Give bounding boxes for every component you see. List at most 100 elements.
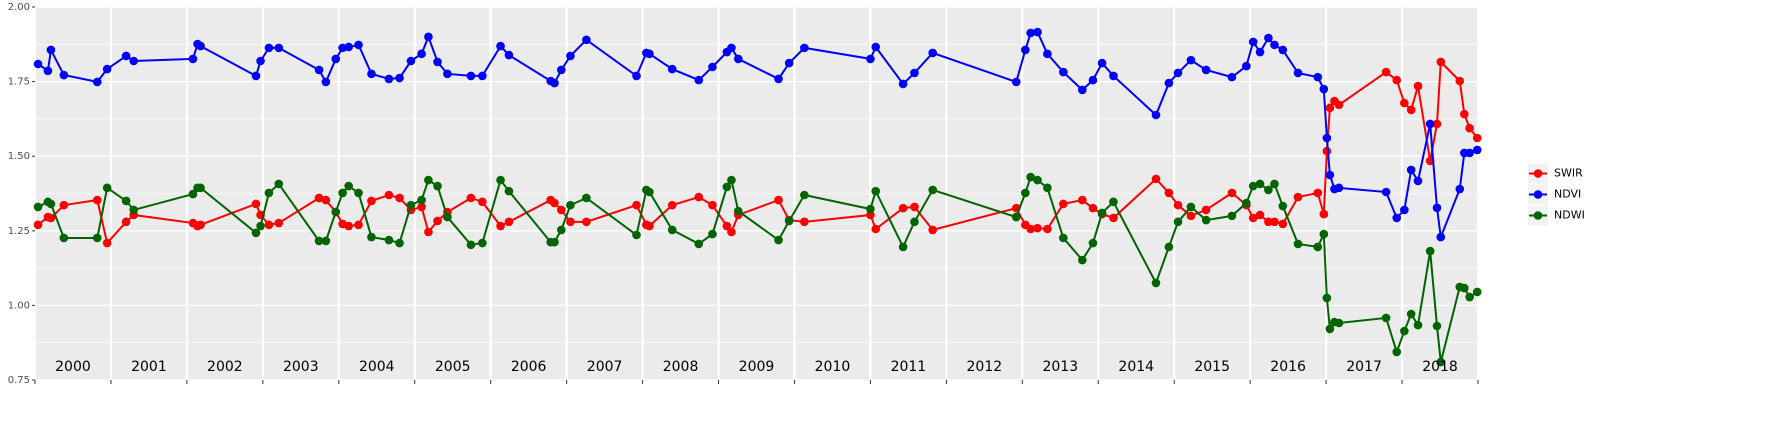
data-point xyxy=(1319,209,1329,219)
data-point xyxy=(1043,49,1052,59)
data-point xyxy=(1472,145,1482,155)
data-point xyxy=(504,186,514,196)
data-point xyxy=(274,218,284,228)
data-point xyxy=(1186,55,1196,65)
data-point xyxy=(417,49,426,59)
legend-point xyxy=(1533,169,1543,178)
data-point xyxy=(33,202,43,212)
data-point xyxy=(424,32,433,42)
data-point xyxy=(1186,202,1196,212)
data-point xyxy=(196,220,205,230)
data-point xyxy=(1164,188,1174,198)
data-point xyxy=(1293,239,1303,249)
data-point xyxy=(395,238,404,248)
year-label: 2009 xyxy=(739,359,775,375)
data-point xyxy=(1021,188,1030,198)
data-point xyxy=(1432,203,1442,213)
data-point xyxy=(1413,81,1423,91)
data-point xyxy=(321,236,331,246)
data-point xyxy=(1381,313,1391,323)
data-point xyxy=(1392,347,1402,357)
data-point xyxy=(338,188,347,198)
data-point xyxy=(1270,179,1279,189)
year-label: 2015 xyxy=(1194,359,1230,375)
data-point xyxy=(354,40,363,50)
data-point xyxy=(1313,242,1323,252)
data-point xyxy=(196,41,205,51)
data-point xyxy=(550,78,559,88)
data-point xyxy=(1436,57,1446,67)
data-point xyxy=(1293,68,1303,78)
data-point xyxy=(557,65,566,75)
data-point xyxy=(1313,188,1323,198)
data-point xyxy=(1334,183,1344,193)
data-point xyxy=(496,221,505,231)
data-point xyxy=(722,221,732,231)
data-point xyxy=(1278,201,1288,211)
y-tick-label: 1.25 xyxy=(8,226,30,237)
data-point xyxy=(188,189,198,199)
data-point xyxy=(251,71,261,81)
data-point xyxy=(33,220,43,230)
data-point xyxy=(1164,78,1174,88)
data-point xyxy=(1264,217,1273,227)
legend: SWIR NDVI NDWI xyxy=(1528,163,1585,226)
data-point xyxy=(478,238,487,248)
data-point xyxy=(1151,110,1161,120)
data-point xyxy=(1472,133,1482,143)
data-point xyxy=(898,242,908,252)
data-point xyxy=(1109,71,1118,81)
data-point xyxy=(871,42,881,52)
data-point xyxy=(92,195,102,205)
data-point xyxy=(800,43,809,53)
data-point xyxy=(1201,65,1211,75)
data-point xyxy=(727,43,736,53)
data-point xyxy=(667,200,677,210)
data-point xyxy=(1325,170,1335,180)
data-point xyxy=(264,220,274,230)
data-point xyxy=(1264,33,1273,43)
data-point xyxy=(1033,27,1042,37)
data-point xyxy=(694,192,704,202)
year-label: 2012 xyxy=(967,359,1003,375)
data-point xyxy=(129,56,139,66)
data-point xyxy=(1201,215,1211,225)
data-point xyxy=(1293,192,1303,202)
data-point xyxy=(1334,318,1344,328)
data-point xyxy=(496,41,505,51)
data-point xyxy=(466,193,476,203)
data-point xyxy=(733,206,743,216)
data-point xyxy=(188,54,198,64)
data-point xyxy=(1432,119,1442,129)
data-point xyxy=(1325,324,1335,334)
year-label: 2005 xyxy=(435,359,471,375)
data-point xyxy=(1400,326,1409,336)
data-point xyxy=(1270,217,1279,227)
y-tick-label: 1.00 xyxy=(8,300,30,311)
data-point xyxy=(866,210,875,220)
data-point xyxy=(256,56,265,66)
data-point xyxy=(1406,105,1416,115)
data-point xyxy=(406,200,416,210)
data-point xyxy=(871,224,881,234)
data-point xyxy=(1033,175,1042,185)
data-point xyxy=(557,225,566,235)
data-point xyxy=(910,68,919,78)
data-point xyxy=(1026,224,1035,234)
legend-label: SWIR xyxy=(1554,167,1583,180)
data-point xyxy=(1088,203,1098,213)
data-point xyxy=(321,195,331,205)
data-point xyxy=(274,43,284,53)
data-point xyxy=(1436,357,1446,367)
data-point xyxy=(1255,179,1265,189)
data-point xyxy=(1425,119,1435,129)
data-point xyxy=(1201,205,1211,215)
data-point xyxy=(1465,148,1474,158)
data-point xyxy=(928,225,937,235)
legend-label: NDWI xyxy=(1554,209,1585,222)
year-label: 2008 xyxy=(663,359,699,375)
data-point xyxy=(550,198,559,208)
data-point xyxy=(774,195,783,205)
data-point xyxy=(784,58,794,68)
